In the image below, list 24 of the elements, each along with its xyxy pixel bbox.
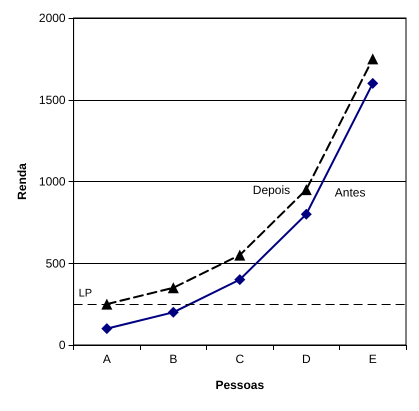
x-tick-label: E bbox=[368, 352, 377, 366]
point bbox=[168, 282, 179, 294]
y-tick-label: 2000 bbox=[38, 11, 66, 25]
point bbox=[367, 53, 378, 64]
point bbox=[234, 274, 246, 286]
point bbox=[101, 323, 112, 334]
series-label: Antes bbox=[334, 186, 366, 200]
x-axis-title: Pessoas bbox=[215, 378, 264, 392]
ref-line-label: LP bbox=[78, 288, 92, 300]
x-tick-label: C bbox=[235, 352, 244, 366]
y-tick-label: 1500 bbox=[38, 92, 66, 107]
x-tick-label: A bbox=[102, 352, 111, 366]
point bbox=[168, 306, 179, 318]
point bbox=[367, 78, 378, 89]
x-tick-label: B bbox=[169, 352, 178, 366]
point bbox=[300, 184, 312, 196]
point bbox=[300, 208, 312, 220]
point bbox=[234, 250, 246, 261]
y-tick-label: 500 bbox=[46, 256, 66, 270]
y-axis-title: Renda bbox=[15, 162, 29, 200]
x-tick-label: D bbox=[302, 352, 311, 366]
y-tick-label: 0 bbox=[58, 338, 66, 352]
series-label: Depois bbox=[252, 183, 290, 198]
y-tick-label: 1000 bbox=[38, 174, 66, 188]
